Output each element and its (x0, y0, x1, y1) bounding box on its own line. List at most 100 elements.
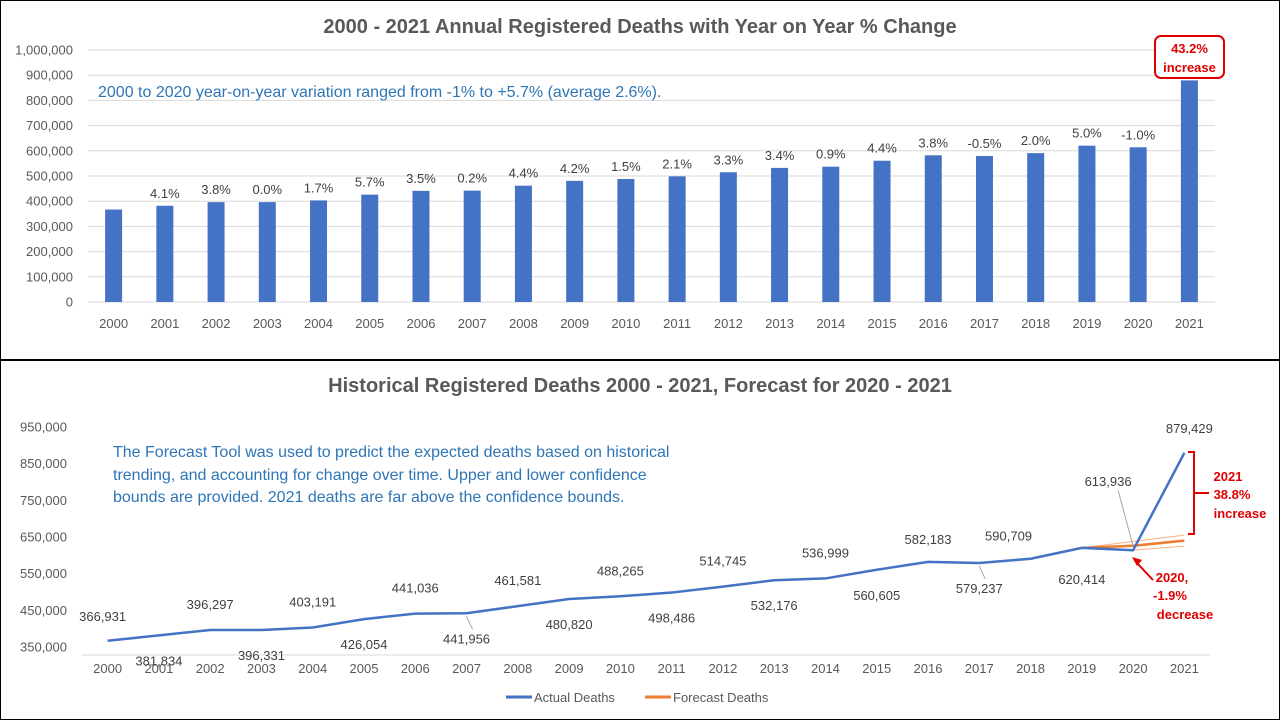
line-data-label: 582,183 (905, 532, 952, 547)
bar-x-tick-label: 2010 (611, 316, 640, 331)
line-x-tick-label: 2008 (503, 661, 532, 676)
bar-x-tick-label: 2008 (509, 316, 538, 331)
bar-data-label: 1.7% (304, 180, 334, 195)
bar-x-tick-label: 2002 (202, 316, 231, 331)
bar-x-tick-label: 2020 (1124, 316, 1153, 331)
bar-data-label: 4.1% (150, 186, 180, 201)
line-data-label: 498,486 (648, 611, 695, 626)
bar-y-tick-label: 200,000 (26, 244, 73, 259)
bar-data-label: 4.2% (560, 161, 590, 176)
bar-data-label: 5.7% (355, 175, 385, 190)
bar-callout-box (1154, 35, 1225, 79)
line-annotation-3: bounds are provided. 2021 deaths are far… (113, 489, 624, 506)
bar (412, 190, 430, 302)
line-x-tick-label: 2004 (298, 661, 327, 676)
bar (668, 176, 686, 302)
actual-line (107, 452, 1186, 643)
bar-x-tick-label: 2015 (868, 316, 897, 331)
bar-y-axis: 0 100,000 200,000 300,000 400,000 500,000 600,… (15, 43, 73, 310)
bar-x-tick-label: 2011 (663, 316, 691, 331)
line-data-label: 532,176 (751, 598, 798, 613)
line-x-tick-label: 2013 (760, 661, 789, 676)
line-data-label: 441,956 (443, 631, 490, 646)
forecast-upper-bound (1081, 534, 1185, 549)
bar-x-tick-label: 2003 (253, 316, 282, 331)
line-data-label: 879,429 (1166, 421, 1213, 436)
callout-2021-line1: 2021 (1214, 469, 1243, 484)
bar-x-tick-label: 2009 (560, 316, 589, 331)
callout-2021-line3: increase (1214, 506, 1267, 521)
bar-x-tick-label: 2013 (765, 316, 794, 331)
line-data-label: 560,605 (853, 588, 900, 603)
bar-data-label: -0.5% (967, 136, 1001, 151)
bar-y-tick-label: 600,000 (26, 143, 73, 158)
line-legend: Actual Deaths Forecast Deaths (506, 690, 769, 705)
bar-callout: 43.2% increase (1154, 35, 1225, 79)
bar (463, 190, 481, 302)
bar (361, 194, 379, 302)
line-data-label: 536,999 (802, 545, 849, 560)
bar-x-tick-label: 2016 (919, 316, 948, 331)
callout-2021-line2: 38.8% (1214, 487, 1251, 502)
callout-2020-line3: decrease (1157, 607, 1213, 622)
bar-x-tick-label: 2012 (714, 316, 743, 331)
bar-x-tick-label: 2014 (816, 316, 845, 331)
callout-2020: 2020, -1.9% decrease (1132, 557, 1213, 622)
line-y-tick-label: 450,000 (20, 603, 67, 618)
line-y-tick-label: 750,000 (20, 493, 67, 508)
line-data-label: 441,036 (392, 581, 439, 596)
bar (207, 202, 225, 302)
bar-x-tick-label: 2005 (355, 316, 384, 331)
bar (975, 156, 993, 302)
bar-series (105, 80, 1198, 303)
bar (514, 185, 532, 302)
line-x-tick-label: 2018 (1016, 661, 1045, 676)
line-data-label: 579,237 (956, 581, 1003, 596)
line-y-tick-label: 650,000 (20, 530, 67, 545)
line-label-leader (978, 565, 986, 580)
line-x-tick-label: 2021 (1170, 661, 1199, 676)
line-x-axis: 2000 2001 2002 2003 2004 2005 2006 2007 2008 2009… (93, 661, 1199, 676)
bar-x-tick-label: 2019 (1072, 316, 1101, 331)
line-x-tick-label: 2003 (247, 661, 276, 676)
line-x-tick-label: 2020 (1119, 661, 1148, 676)
line-data-labels: 366,931 381,834 396,297 396,331 403,191 426,0… (79, 421, 1213, 668)
bar-x-tick-label: 2001 (150, 316, 179, 331)
callout-2021: 2021 38.8% increase (1188, 451, 1267, 535)
bar (156, 205, 174, 302)
line-label-leader (466, 616, 473, 630)
bar-gridlines (88, 49, 1215, 303)
bar (924, 155, 942, 302)
line-x-tick-label: 2002 (196, 661, 225, 676)
bar-x-tick-label: 2006 (407, 316, 436, 331)
line-x-tick-label: 2001 (144, 661, 173, 676)
bar-y-tick-label: 900,000 (26, 68, 73, 83)
line-data-label: 461,581 (494, 573, 541, 588)
line-x-tick-label: 2007 (452, 661, 481, 676)
bar-x-tick-label: 2004 (304, 316, 333, 331)
bar-y-tick-label: 0 (66, 295, 73, 310)
bar (822, 166, 840, 302)
line-annotation-2: trending, and accounting for change over… (113, 467, 647, 484)
line-data-label: 366,931 (79, 609, 126, 624)
bar (617, 178, 635, 302)
bar-y-tick-label: 400,000 (26, 194, 73, 209)
bar-data-label: 3.3% (714, 152, 744, 167)
line-data-label: 613,936 (1085, 474, 1132, 489)
line-y-axis: 350,000 450,000 550,000 650,000 750,000 850,0… (20, 420, 67, 655)
line-data-label: 590,709 (985, 529, 1032, 544)
bar (1129, 147, 1147, 302)
bar (719, 172, 737, 302)
bar (258, 202, 276, 302)
actual-series (107, 452, 1186, 643)
line-x-tick-label: 2019 (1067, 661, 1096, 676)
bar-data-label: 5.0% (1072, 126, 1102, 141)
bar (105, 209, 123, 302)
bar (1027, 153, 1045, 302)
line-data-label: 480,820 (546, 617, 593, 632)
callout-2020-line2: -1.9% (1153, 588, 1187, 603)
bar-data-labels: 4.1% 3.8% 0.0% 1.7% 5.7% 3.5% 0.2% 4.4% 4.2% 1.5%… (150, 126, 1156, 201)
line-chart-title: Historical Registered Deaths 2000 - 2021… (328, 375, 952, 397)
